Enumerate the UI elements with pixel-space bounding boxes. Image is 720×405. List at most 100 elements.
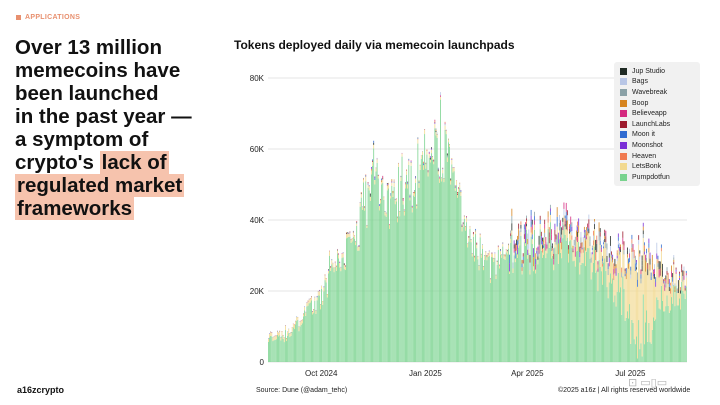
chart-bar bbox=[518, 239, 520, 245]
chart-bar bbox=[587, 235, 589, 249]
chart-bar bbox=[383, 199, 385, 362]
chart-bar bbox=[437, 171, 439, 175]
chart-bar bbox=[407, 181, 409, 183]
chart-bar bbox=[665, 283, 667, 288]
chart-bar bbox=[298, 331, 300, 362]
chart-bar bbox=[645, 271, 646, 323]
chart-bar bbox=[632, 322, 634, 362]
chart-bar bbox=[390, 195, 392, 199]
chart-bar bbox=[670, 285, 671, 289]
chart-bar bbox=[381, 184, 383, 362]
chart-bar bbox=[335, 266, 337, 271]
chart-bar bbox=[513, 240, 515, 245]
source-note: Source: Dune (@adam_tehc) bbox=[256, 387, 348, 394]
chart-bar bbox=[539, 215, 541, 220]
chart-bar bbox=[642, 230, 644, 235]
chart-bar bbox=[683, 279, 685, 294]
chart-bar bbox=[417, 137, 419, 138]
chart-bar bbox=[506, 254, 508, 362]
chart-bar bbox=[543, 255, 544, 362]
chart-bar bbox=[619, 250, 620, 255]
chart-bar bbox=[560, 225, 561, 232]
chart-bar bbox=[440, 96, 441, 100]
chart-bar bbox=[679, 277, 680, 280]
chart-bar bbox=[457, 192, 458, 194]
chart-bar bbox=[570, 232, 572, 241]
chart-bar bbox=[410, 160, 412, 162]
chart-bar bbox=[643, 254, 645, 345]
chart-bar bbox=[446, 153, 448, 156]
chart-bar bbox=[416, 204, 418, 205]
chart-bar bbox=[273, 340, 275, 362]
chart-bar bbox=[411, 208, 413, 213]
chart-bar bbox=[593, 245, 594, 263]
chart-bar bbox=[548, 243, 550, 248]
chart-bar bbox=[437, 169, 439, 171]
chart-bar bbox=[634, 263, 636, 271]
chart-bar bbox=[331, 260, 333, 265]
chart-bar bbox=[676, 291, 678, 293]
chart-bar bbox=[358, 245, 360, 246]
chart-bar bbox=[525, 243, 526, 246]
chart-bar bbox=[338, 258, 339, 362]
chart-bar bbox=[296, 317, 298, 322]
chart-bar bbox=[366, 225, 368, 228]
chart-bar bbox=[316, 296, 318, 297]
chart-bar bbox=[620, 244, 621, 247]
chart-bar bbox=[449, 146, 450, 362]
chart-bar bbox=[509, 273, 510, 362]
chart-bar bbox=[634, 271, 636, 345]
chart-bar bbox=[509, 254, 510, 264]
chart-bar bbox=[516, 245, 517, 251]
chart-bar bbox=[616, 291, 618, 362]
chart-bar bbox=[471, 256, 473, 362]
chart-bar bbox=[496, 264, 498, 362]
chart-bar bbox=[640, 274, 642, 279]
chart-bar bbox=[555, 234, 557, 240]
chart-bar bbox=[520, 232, 522, 236]
chart-bar bbox=[656, 242, 658, 249]
chart-bar bbox=[603, 244, 604, 247]
chart-bar bbox=[663, 279, 664, 281]
chart-bar bbox=[685, 270, 687, 274]
chart-bar bbox=[636, 267, 637, 270]
chart-bar bbox=[521, 267, 523, 271]
legend-item: Pumpdotfun bbox=[620, 172, 700, 183]
chart-bar bbox=[604, 238, 606, 243]
chart-bar bbox=[500, 249, 501, 250]
chart-bar bbox=[674, 289, 676, 292]
chart-bar bbox=[569, 228, 571, 232]
chart-bar bbox=[329, 255, 330, 362]
chart-bar bbox=[609, 236, 611, 246]
chart-bar bbox=[647, 269, 649, 276]
chart-bar bbox=[399, 216, 401, 362]
chart-bar bbox=[346, 233, 347, 235]
chart-bar bbox=[392, 196, 394, 362]
chart-bar bbox=[602, 266, 603, 285]
chart-bar bbox=[578, 218, 580, 226]
chart-bar bbox=[405, 184, 406, 189]
chart-bar bbox=[586, 251, 587, 362]
chart-bar bbox=[383, 196, 385, 200]
chart-bar bbox=[403, 209, 405, 210]
chart-bar bbox=[605, 236, 607, 243]
chart-bar bbox=[582, 263, 584, 362]
chart-bar bbox=[410, 161, 412, 163]
chart-bar bbox=[672, 286, 674, 304]
chart-bar bbox=[621, 272, 623, 278]
chart-bar bbox=[513, 248, 515, 253]
chart-bar bbox=[356, 225, 358, 362]
chart-bar bbox=[393, 182, 395, 187]
chart-bar bbox=[415, 176, 416, 178]
chart-bar bbox=[656, 248, 658, 254]
chart-bar bbox=[597, 261, 599, 265]
chart-bar bbox=[494, 253, 496, 258]
headline-highlight: regulated market bbox=[15, 174, 185, 197]
chart-bar bbox=[542, 248, 543, 253]
chart-bar bbox=[581, 247, 583, 250]
chart-bar bbox=[572, 252, 574, 262]
chart-bar bbox=[461, 226, 463, 232]
chart-bar bbox=[399, 211, 401, 217]
chart-bar bbox=[444, 124, 446, 126]
chart-bar bbox=[577, 231, 578, 237]
